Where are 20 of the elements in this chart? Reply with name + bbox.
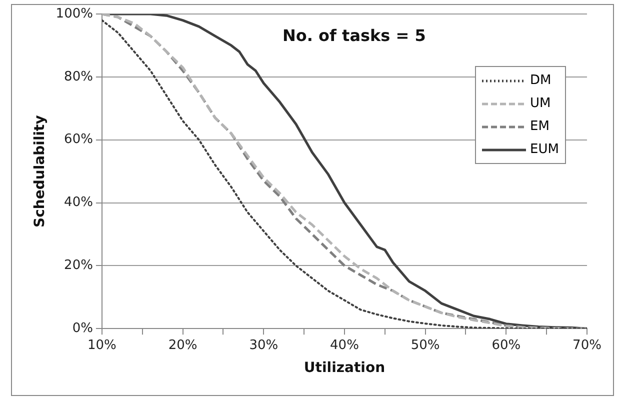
y-tick-label: 60%: [64, 132, 93, 148]
y-tick-label: 80%: [64, 69, 93, 84]
x-tick-label: 20%: [168, 338, 198, 353]
legend-label: EUM: [530, 141, 559, 159]
y-tick-label: 100%: [56, 6, 93, 22]
x-tick-label: 50%: [410, 338, 440, 353]
legend-label: DM: [530, 72, 552, 90]
x-tick-label: 30%: [249, 338, 278, 353]
annotation: No. of tasks = 5: [282, 26, 426, 46]
y-tick-label: 40%: [64, 195, 93, 210]
legend-label: EM: [530, 118, 550, 136]
legend-label: UM: [530, 95, 551, 113]
x-tick-label: 40%: [330, 338, 359, 353]
x-tick-label: 10%: [88, 338, 116, 353]
x-tick-label: 70%: [572, 338, 602, 353]
x-tick-label: 60%: [492, 338, 521, 353]
y-axis-title: Schedulability: [32, 115, 48, 228]
x-axis-title: Utilization: [304, 360, 386, 376]
y-tick-label: 0%: [72, 320, 93, 336]
y-tick-label: 20%: [64, 258, 93, 274]
